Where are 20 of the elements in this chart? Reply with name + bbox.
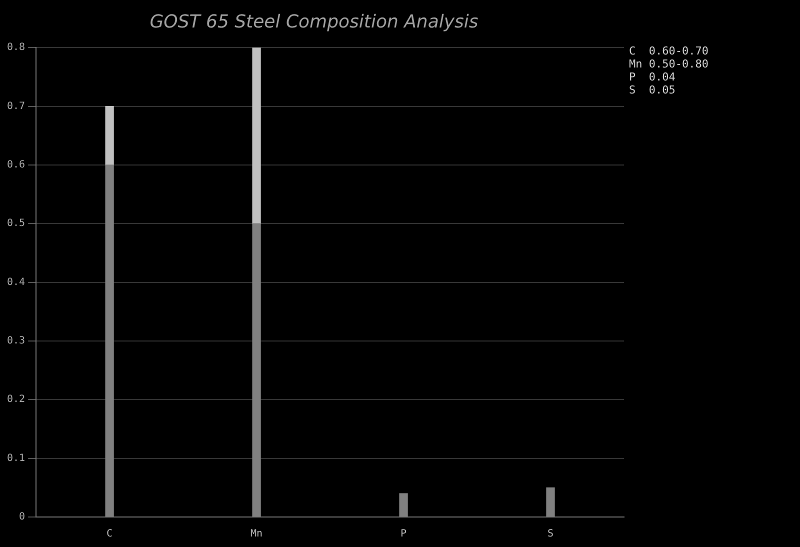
chart-title: GOST 65 Steel Composition Analysis — [150, 11, 478, 32]
y-tick-label: 0.4 — [7, 276, 26, 288]
y-tick-label: 0.5 — [7, 218, 26, 230]
text: S 0.05 — [629, 83, 676, 96]
text: P 0.04 — [629, 70, 676, 84]
text: Mn 0.50-0.80 — [629, 57, 708, 70]
bar — [105, 106, 114, 166]
x-tick-label: C — [106, 528, 113, 540]
y-tick-label: 0.7 — [7, 100, 26, 112]
y-tick-label: 0.3 — [7, 336, 26, 347]
y-tick-label: 0.6 — [7, 160, 26, 171]
x-tick-label: Mn — [250, 528, 263, 540]
y-tick-label: 0 — [19, 512, 26, 523]
x-tick-label: S — [547, 528, 554, 540]
y-tick-label: 0.1 — [7, 452, 26, 464]
bar — [252, 48, 261, 224]
y-tick-label: 0.2 — [7, 394, 26, 406]
x-tick-label: P — [400, 528, 407, 540]
y-tick-label: 0.8 — [7, 42, 26, 54]
text: C 0.60-0.70 — [629, 44, 708, 58]
